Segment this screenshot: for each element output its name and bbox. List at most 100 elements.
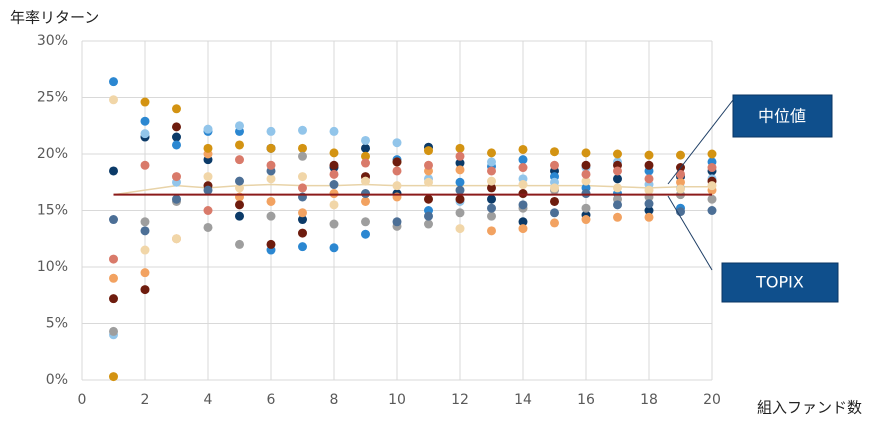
point: [329, 169, 339, 179]
point: [487, 226, 496, 236]
callout-line: [667, 99, 734, 185]
point: [644, 199, 654, 209]
point: [361, 151, 370, 161]
x-tick-label: 20: [703, 392, 721, 408]
point: [361, 158, 370, 168]
point: [581, 176, 591, 186]
y-tick-label: 5%: [46, 316, 68, 332]
x-tick-label: 16: [577, 392, 595, 408]
point: [487, 148, 496, 158]
point: [424, 194, 433, 204]
line: [113, 183, 712, 196]
point: [424, 177, 433, 187]
point: [329, 160, 339, 170]
point: [550, 147, 559, 157]
callout-box: [721, 262, 839, 303]
point: [172, 132, 181, 142]
point: [424, 146, 433, 156]
point: [235, 211, 244, 221]
point: [140, 226, 150, 236]
point: [455, 158, 465, 168]
point: [613, 212, 622, 222]
point: [550, 196, 559, 206]
callout-box: [732, 94, 833, 138]
point: [329, 189, 339, 199]
point: [644, 185, 654, 195]
point: [392, 181, 402, 191]
point: [424, 160, 433, 170]
point: [329, 148, 339, 158]
point: [644, 150, 654, 160]
point: [707, 194, 717, 204]
point: [581, 215, 591, 225]
point: [361, 196, 370, 206]
point: [235, 200, 244, 210]
callout-label: TOPIX: [755, 273, 804, 292]
point: [644, 206, 654, 215]
point: [487, 176, 496, 186]
point: [392, 157, 402, 167]
y-tick-label: 25%: [37, 90, 68, 106]
point: [140, 245, 150, 255]
point: [487, 183, 496, 193]
point: [424, 219, 433, 229]
x-tick-label: 18: [640, 392, 658, 408]
point: [298, 208, 307, 218]
point: [581, 169, 591, 179]
point: [455, 185, 465, 195]
point: [266, 239, 276, 249]
point: [613, 166, 622, 176]
point: [613, 149, 622, 159]
point: [109, 294, 118, 304]
point: [109, 372, 118, 382]
point: [550, 218, 559, 228]
point: [392, 217, 402, 227]
x-tick-label: 6: [267, 392, 276, 408]
point: [613, 183, 622, 193]
point: [203, 185, 213, 195]
y-tick-label: 10%: [37, 259, 68, 275]
x-tick-label: 8: [330, 392, 339, 408]
point: [455, 151, 465, 161]
point: [298, 183, 307, 193]
point: [235, 239, 244, 249]
point: [676, 169, 685, 179]
point: [676, 150, 685, 160]
point: [266, 126, 276, 136]
point: [676, 184, 685, 194]
point: [550, 208, 559, 218]
point: [487, 203, 496, 213]
point: [298, 172, 307, 182]
point: [298, 125, 307, 135]
point: [361, 135, 370, 145]
point: [613, 174, 622, 184]
point: [455, 224, 465, 234]
x-tick-label: 14: [514, 392, 532, 408]
point: [235, 140, 244, 150]
point: [109, 77, 118, 87]
point: [518, 200, 528, 210]
point: [707, 163, 717, 173]
x-tick-label: 4: [204, 392, 213, 408]
point: [203, 222, 213, 232]
point: [455, 143, 465, 153]
point: [518, 217, 528, 227]
point: [361, 143, 370, 153]
point: [266, 174, 276, 184]
point: [140, 285, 150, 295]
point: [140, 160, 150, 170]
point: [298, 215, 307, 225]
point: [676, 177, 685, 187]
point: [455, 177, 465, 187]
point: [109, 273, 118, 283]
point: [140, 116, 150, 126]
point: [644, 212, 654, 222]
point: [518, 163, 528, 173]
x-tick-label: 2: [141, 392, 150, 408]
point: [329, 126, 339, 136]
point: [361, 229, 370, 239]
point: [581, 148, 591, 158]
point: [172, 122, 181, 132]
point: [172, 104, 181, 114]
point: [172, 140, 181, 150]
